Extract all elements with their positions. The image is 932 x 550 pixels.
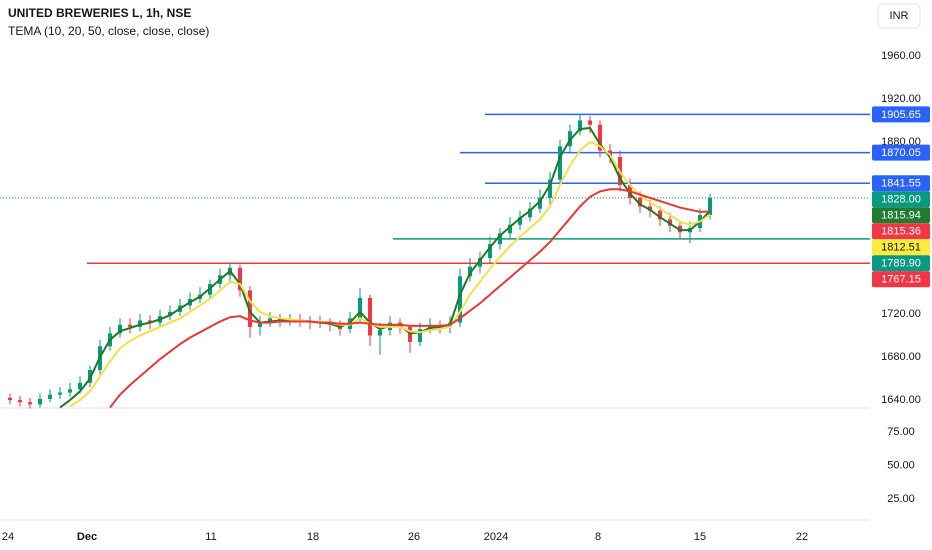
candle-body <box>708 197 712 216</box>
tema-line <box>69 140 711 408</box>
candle-body <box>578 120 582 132</box>
x-tick-label: 2024 <box>484 531 508 543</box>
candle-body <box>68 389 72 393</box>
indicator-title: TEMA (10, 20, 50, close, close, close) <box>8 24 209 38</box>
price-label-box <box>872 144 930 161</box>
x-tick-label: 26 <box>408 531 420 543</box>
price-label-box <box>872 239 930 256</box>
candle-body <box>638 197 642 207</box>
y2-tick-label: 25.00 <box>887 493 915 505</box>
y-tick-label: 1720.00 <box>881 308 921 320</box>
candle-body <box>8 397 12 401</box>
candle-body <box>28 402 32 405</box>
price-label: 1905.65 <box>881 109 921 121</box>
candle-body <box>528 208 532 218</box>
x-tick-label: 18 <box>307 531 319 543</box>
candle-body <box>588 120 592 125</box>
candle-body <box>408 326 412 342</box>
candle-body <box>418 329 422 342</box>
candle-body <box>658 210 662 220</box>
y-tick-label: 1680.00 <box>881 351 921 363</box>
price-label: 1815.36 <box>881 226 921 238</box>
x-tick-label: 8 <box>595 531 601 543</box>
price-label-box <box>872 255 930 272</box>
price-label: 1767.15 <box>881 274 921 286</box>
price-label: 1812.51 <box>881 242 921 254</box>
x-tick-label: Dec <box>77 531 97 543</box>
x-tick-label: 24 <box>2 531 14 543</box>
candle-body <box>258 322 262 327</box>
y-tick-label: 1920.00 <box>881 93 921 105</box>
candle-body <box>488 244 492 259</box>
candle-body <box>118 324 122 334</box>
price-label: 1841.55 <box>881 178 921 190</box>
candle-body <box>138 320 142 327</box>
tema-line <box>109 188 711 409</box>
price-label-box <box>872 271 930 288</box>
candle-body <box>18 400 22 403</box>
price-label-box <box>872 223 930 240</box>
candle-body <box>58 392 62 395</box>
price-label-box <box>872 106 930 123</box>
price-label: 1828.00 <box>881 194 921 206</box>
currency-label[interactable]: INR <box>890 10 909 22</box>
y2-tick-label: 75.00 <box>887 426 915 438</box>
candle-body <box>248 290 252 327</box>
candle-body <box>508 224 512 234</box>
candle-body <box>538 197 542 209</box>
price-label-box <box>872 191 930 208</box>
candle-body <box>458 276 462 323</box>
candle-body <box>498 233 502 245</box>
candle-body <box>558 146 562 180</box>
candle-body <box>78 382 82 390</box>
candle-body <box>128 324 132 327</box>
candle-body <box>478 258 482 267</box>
price-label-box <box>872 207 930 224</box>
candle-body <box>598 124 602 151</box>
candle-body <box>518 217 522 225</box>
x-tick-label: 22 <box>796 531 808 543</box>
candle-body <box>38 398 42 405</box>
price-label: 1789.90 <box>881 258 921 270</box>
symbol-title: UNITED BREWERIES L, 1h, NSE <box>8 6 191 20</box>
y-tick-label: 1960.00 <box>881 50 921 62</box>
candle-body <box>238 267 242 291</box>
candle-body <box>48 394 52 399</box>
currency-button[interactable] <box>877 3 921 29</box>
candle-body <box>378 330 382 336</box>
candle-body <box>358 297 362 319</box>
x-tick-label: 11 <box>205 531 216 543</box>
price-label: 1870.05 <box>881 147 921 159</box>
price-label: 1815.94 <box>881 210 921 222</box>
x-tick-label: 15 <box>694 531 706 543</box>
y-tick-label: 1640.00 <box>881 394 921 406</box>
candle-body <box>428 324 432 330</box>
price-label-box <box>872 175 930 192</box>
candle-body <box>148 320 152 323</box>
candle-body <box>268 318 272 323</box>
candle-body <box>548 179 552 198</box>
candle-body <box>368 297 372 336</box>
y2-tick-label: 50.00 <box>887 459 915 471</box>
